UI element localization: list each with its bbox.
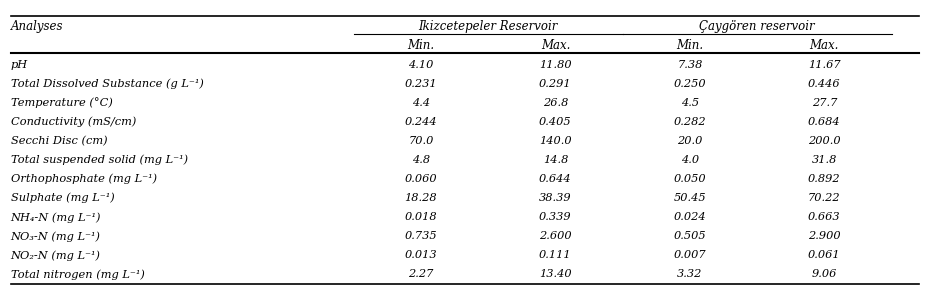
Text: 0.663: 0.663 [808, 212, 841, 222]
Text: 0.339: 0.339 [539, 212, 572, 222]
Text: 0.644: 0.644 [539, 174, 572, 184]
Text: 0.684: 0.684 [808, 117, 841, 127]
Text: 200.0: 200.0 [808, 136, 841, 146]
Text: Total suspended solid (mg L⁻¹): Total suspended solid (mg L⁻¹) [10, 155, 188, 165]
Text: 38.39: 38.39 [539, 193, 572, 203]
Text: Ikizcetepeler Reservoir: Ikizcetepeler Reservoir [418, 20, 558, 33]
Text: NO₂-N (mg L⁻¹): NO₂-N (mg L⁻¹) [10, 250, 100, 261]
Text: 0.018: 0.018 [405, 212, 437, 222]
Text: 26.8: 26.8 [543, 98, 568, 108]
Text: 4.8: 4.8 [412, 155, 430, 165]
Text: 9.06: 9.06 [812, 269, 837, 279]
Text: NH₄-N (mg L⁻¹): NH₄-N (mg L⁻¹) [10, 212, 101, 223]
Text: 0.282: 0.282 [673, 117, 706, 127]
Text: 0.892: 0.892 [808, 174, 841, 184]
Text: 0.111: 0.111 [539, 250, 572, 260]
Text: 0.050: 0.050 [673, 174, 706, 184]
Text: 7.38: 7.38 [677, 60, 702, 70]
Text: 0.061: 0.061 [808, 250, 841, 260]
Text: Total Dissolved Substance (g L⁻¹): Total Dissolved Substance (g L⁻¹) [10, 79, 204, 89]
Text: Sulphate (mg L⁻¹): Sulphate (mg L⁻¹) [10, 193, 114, 203]
Text: 0.291: 0.291 [539, 79, 572, 89]
Text: 4.0: 4.0 [681, 155, 699, 165]
Text: 18.28: 18.28 [405, 193, 437, 203]
Text: 4.10: 4.10 [408, 60, 433, 70]
Text: 11.67: 11.67 [808, 60, 841, 70]
Text: Min.: Min. [676, 39, 703, 52]
Text: 0.060: 0.060 [405, 174, 437, 184]
Text: Max.: Max. [540, 39, 570, 52]
Text: 140.0: 140.0 [539, 136, 572, 146]
Text: 14.8: 14.8 [543, 155, 568, 165]
Text: 2.27: 2.27 [408, 269, 433, 279]
Text: 0.244: 0.244 [405, 117, 437, 127]
Text: 4.4: 4.4 [412, 98, 430, 108]
Text: 0.446: 0.446 [808, 79, 841, 89]
Text: 20.0: 20.0 [677, 136, 702, 146]
Text: 70.0: 70.0 [408, 136, 433, 146]
Text: 0.013: 0.013 [405, 250, 437, 260]
Text: NO₃-N (mg L⁻¹): NO₃-N (mg L⁻¹) [10, 231, 100, 242]
Text: Secchi Disc (cm): Secchi Disc (cm) [10, 136, 107, 146]
Text: Total nitrogen (mg L⁻¹): Total nitrogen (mg L⁻¹) [10, 269, 144, 280]
Text: 50.45: 50.45 [673, 193, 706, 203]
Text: 0.735: 0.735 [405, 231, 437, 241]
Text: 31.8: 31.8 [812, 155, 837, 165]
Text: 0.405: 0.405 [539, 117, 572, 127]
Text: 4.5: 4.5 [681, 98, 699, 108]
Text: 13.40: 13.40 [539, 269, 572, 279]
Text: 70.22: 70.22 [808, 193, 841, 203]
Text: Orthophosphate (mg L⁻¹): Orthophosphate (mg L⁻¹) [10, 174, 157, 184]
Text: 0.250: 0.250 [673, 79, 706, 89]
Text: 2.600: 2.600 [539, 231, 572, 241]
Text: Analyses: Analyses [10, 20, 63, 33]
Text: pH: pH [10, 60, 28, 70]
Text: 0.024: 0.024 [673, 212, 706, 222]
Text: 0.505: 0.505 [673, 231, 706, 241]
Text: Min.: Min. [407, 39, 434, 52]
Text: 2.900: 2.900 [808, 231, 841, 241]
Text: Temperature (°C): Temperature (°C) [10, 98, 113, 108]
Text: 0.231: 0.231 [405, 79, 437, 89]
Text: Conductivity (mS/cm): Conductivity (mS/cm) [10, 117, 136, 127]
Text: 3.32: 3.32 [677, 269, 702, 279]
Text: Max.: Max. [810, 39, 839, 52]
Text: 27.7: 27.7 [812, 98, 837, 108]
Text: 0.007: 0.007 [673, 250, 706, 260]
Text: 11.80: 11.80 [539, 60, 572, 70]
Text: Çaygören reservoir: Çaygören reservoir [699, 20, 815, 33]
